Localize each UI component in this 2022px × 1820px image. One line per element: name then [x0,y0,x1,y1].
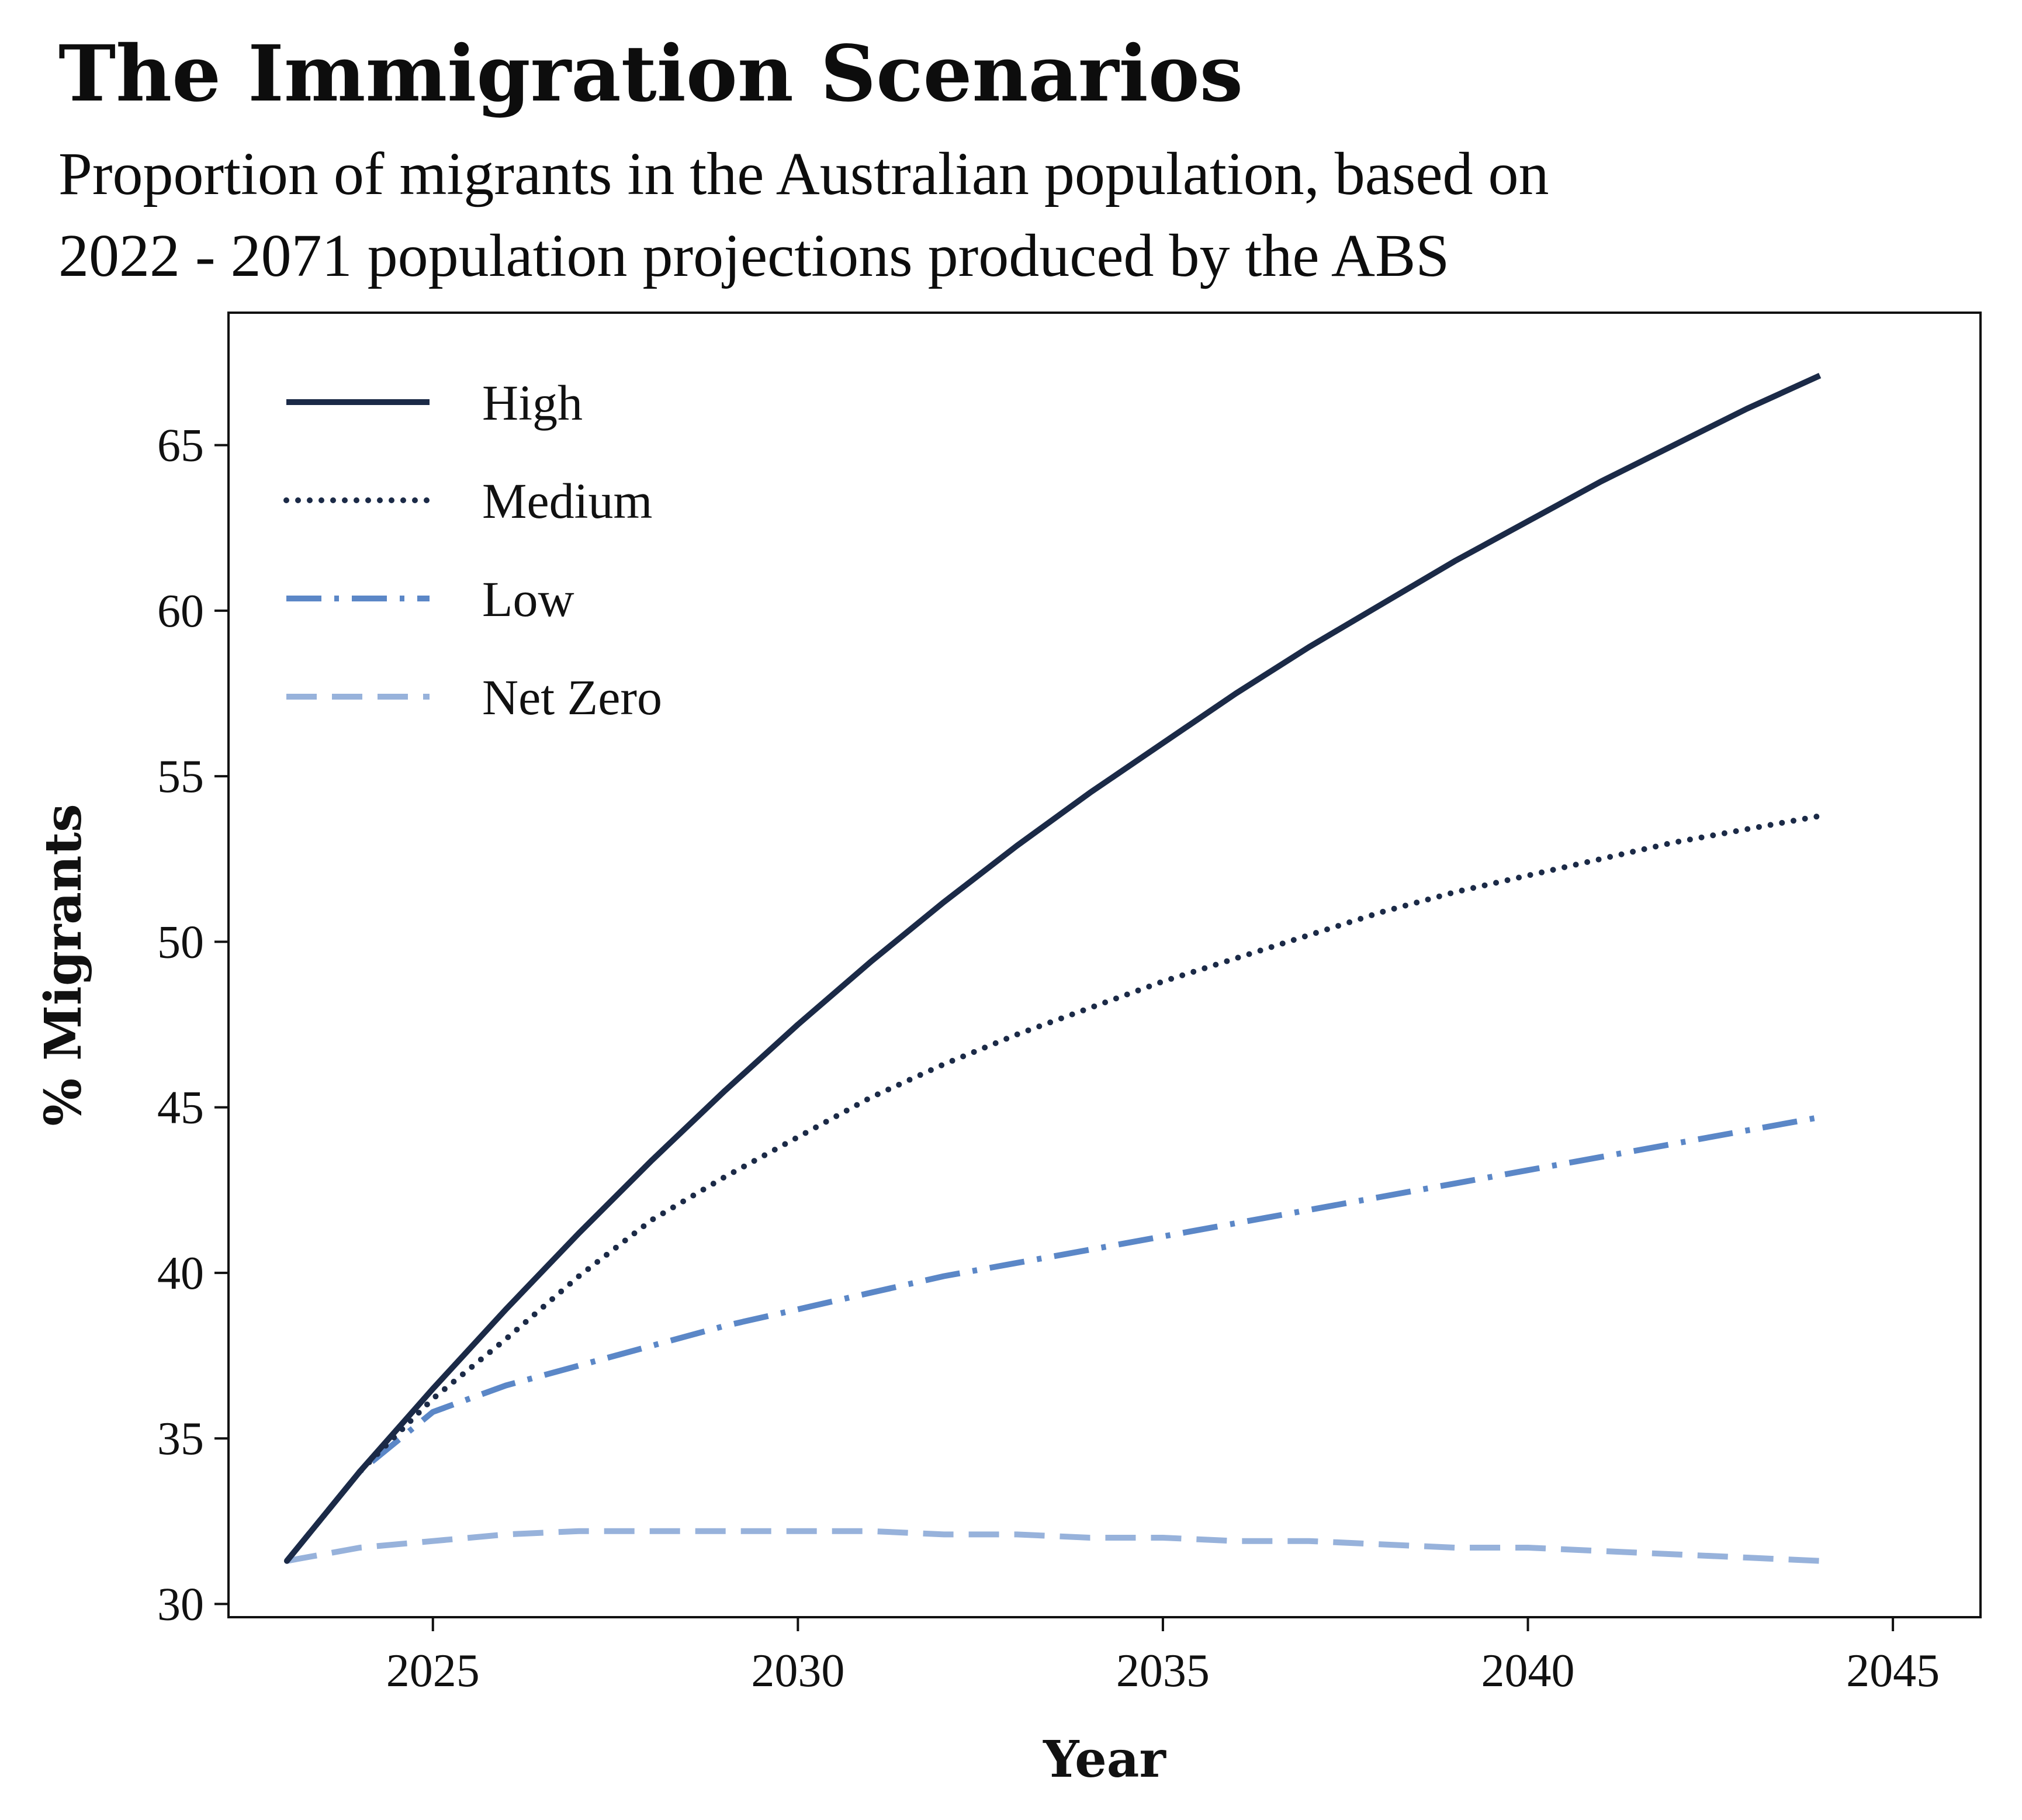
chart-subtitle-line-1: Proportion of migrants in the Australian… [58,140,1549,207]
plot-area-frame [227,312,1982,1618]
y-tick-label: 35 [157,1413,204,1465]
y-tick-label: 65 [157,420,204,472]
x-axis-label: Year [1043,1730,1166,1789]
y-tick-label: 30 [157,1579,204,1630]
x-tick-label: 2035 [1116,1645,1210,1697]
x-tick-label: 2025 [386,1645,480,1697]
chart-subtitle-line-2: 2022 - 2071 population projections produ… [58,222,1449,289]
y-tick-label: 40 [157,1248,204,1299]
legend-label: Net Zero [482,669,662,725]
y-tick-label: 50 [157,916,204,968]
y-axis: 30 35 40 45 50 55 60 65 [157,420,228,1630]
y-axis-label: % Migrants [34,804,93,1126]
legend: High Medium Low Net Zero [283,375,662,725]
legend-label: High [482,375,583,431]
x-tick-label: 2045 [1846,1645,1940,1697]
legend-label: Medium [482,473,652,529]
x-tick-label: 2030 [751,1645,844,1697]
series-line-low [285,1114,1821,1563]
series-line-net-zero [286,1528,1820,1564]
series-line-medium [283,813,1823,1564]
chart-title: The Immigration Scenarios [58,29,1243,119]
series-layer [283,373,1823,1564]
y-tick-label: 45 [157,1082,204,1134]
y-tick-label: 60 [157,586,204,637]
y-tick-label: 55 [157,751,204,802]
x-tick-label: 2040 [1481,1645,1575,1697]
legend-label: Low [482,571,574,627]
series-line-high [285,373,1822,1563]
x-axis: 2025 2030 2035 2040 2045 [386,1617,1940,1697]
